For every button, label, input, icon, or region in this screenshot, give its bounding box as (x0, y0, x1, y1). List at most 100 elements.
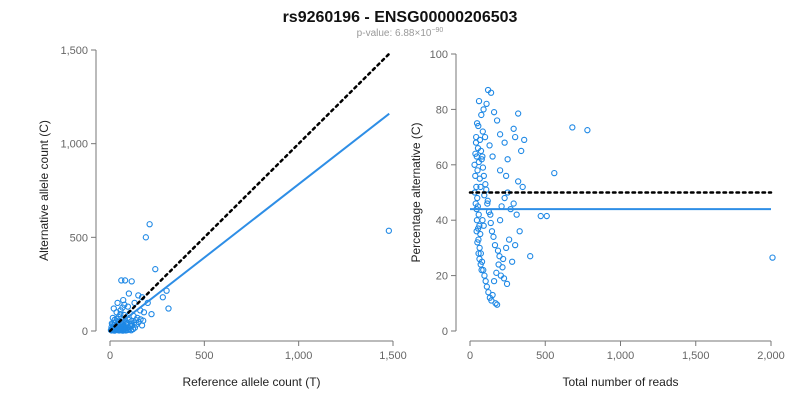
right-data-point (510, 125, 517, 132)
right-data-point (584, 127, 591, 134)
right-data-point (471, 161, 478, 168)
right-data-point (502, 244, 510, 252)
left-data-point (121, 277, 129, 284)
right-data-point (492, 300, 499, 307)
right-data-point (496, 217, 504, 224)
right-data-point (478, 266, 485, 274)
right-data-point (515, 178, 522, 185)
right-data-point (510, 200, 517, 207)
right-data-point (508, 258, 516, 265)
right-data-point (479, 128, 486, 135)
right-data-point (483, 283, 491, 290)
right-data-point (479, 164, 487, 171)
right-data-point (490, 277, 498, 285)
right-y-tick-label: 60 (436, 160, 448, 172)
right-data-point (494, 247, 502, 254)
left-data-point (115, 313, 122, 321)
right-data-point (483, 100, 490, 108)
right-data-point (490, 109, 498, 116)
left-y-tick-label: 0 (82, 326, 88, 338)
left-data-point (146, 221, 153, 228)
right-data-point (475, 158, 483, 166)
left-data-point (128, 278, 135, 285)
right-data-point (527, 253, 534, 260)
right-x-tick-label: 0 (467, 350, 473, 362)
right-data-point (543, 212, 550, 220)
left-y-tick-label: 1,000 (60, 139, 88, 151)
left-data-point (165, 305, 172, 312)
right-data-point (490, 233, 497, 240)
left-data-point (140, 317, 147, 324)
left-data-point (114, 299, 121, 307)
right-data-point (475, 211, 482, 218)
right-data-point (478, 111, 485, 119)
right-data-point (474, 239, 481, 246)
left-x-tick-label: 1,500 (379, 350, 407, 362)
right-data-point (485, 289, 492, 296)
right-x-tick-label: 500 (536, 350, 554, 362)
right-data-point (496, 167, 504, 174)
right-x-tick-label: 1,500 (682, 350, 710, 362)
right-x-tick-label: 2,000 (757, 350, 785, 362)
left-x-axis-label: Reference allele count (T) (182, 375, 320, 389)
right-data-point (513, 211, 520, 218)
right-data-point (501, 194, 508, 202)
left-reference-line (108, 52, 391, 333)
right-data-point (472, 150, 479, 157)
right-data-point (488, 297, 495, 304)
right-data-point (474, 167, 481, 174)
right-x-tick-label: 1,000 (607, 350, 635, 362)
right-data-point (769, 254, 776, 261)
right-data-point (500, 275, 508, 282)
right-data-point (505, 236, 513, 243)
left-x-tick-label: 0 (107, 350, 113, 362)
right-data-point (477, 250, 484, 257)
right-data-point (496, 131, 504, 138)
right-data-point (475, 97, 483, 105)
right-data-point (479, 153, 486, 160)
right-data-point (502, 172, 510, 180)
left-x-tick-label: 500 (195, 350, 213, 362)
right-y-tick-label: 40 (436, 215, 448, 227)
right-data-point (515, 110, 522, 117)
left-data-point (148, 310, 155, 318)
right-data-point (512, 133, 519, 141)
chart-title: rs9260196 - ENSG00000206503 (283, 9, 518, 26)
right-data-point (499, 255, 507, 263)
right-y-tick-label: 80 (436, 104, 448, 116)
right-data-point (477, 147, 485, 155)
right-data-point (518, 147, 525, 155)
left-data-point (121, 301, 128, 308)
right-data-point (493, 301, 501, 308)
right-data-point (486, 142, 493, 149)
right-data-point (501, 139, 508, 146)
right-data-point (474, 194, 481, 202)
right-data-point (480, 106, 487, 113)
right-data-point (480, 222, 487, 229)
right-data-point (521, 136, 528, 144)
right-data-point (484, 200, 491, 207)
right-data-point (482, 277, 489, 285)
right-data-point (479, 217, 486, 224)
right-data-point (482, 181, 489, 188)
right-data-point (503, 280, 511, 288)
left-y-tick-label: 1,500 (60, 45, 88, 57)
right-data-point (488, 228, 496, 235)
right-data-point (473, 217, 481, 224)
subtitle-pvalue: p-value: 6.88×10 (357, 28, 432, 39)
left-data-point (152, 266, 159, 273)
right-data-point (476, 136, 484, 144)
right-data-point (473, 120, 481, 127)
left-data-point (142, 234, 149, 241)
right-data-point (504, 156, 511, 163)
left-data-point (119, 323, 126, 331)
left-y-tick-label: 500 (70, 232, 88, 244)
scatter-panel-left: 0 500 1,000 1,500 0 500 1,000 1,500 Reference al… (37, 45, 407, 389)
left-data-point (159, 294, 166, 301)
right-y-tick-label: 100 (430, 49, 448, 61)
right-data-point (499, 264, 506, 271)
left-data-point (385, 227, 392, 234)
right-data-point (484, 197, 491, 204)
